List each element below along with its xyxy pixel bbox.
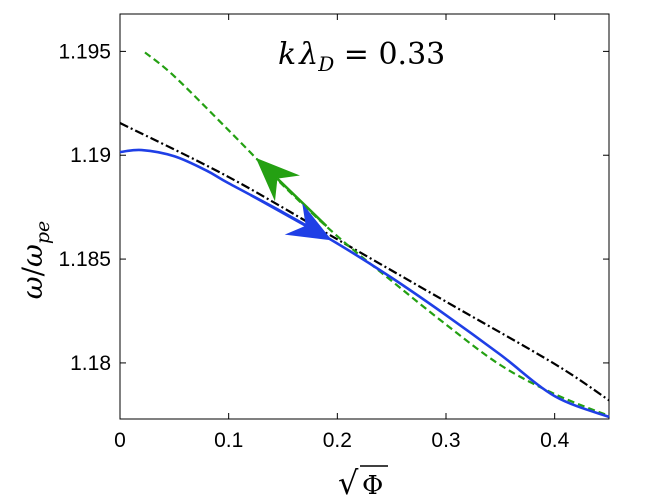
series-line-dashdot <box>119 122 610 402</box>
arrow-shaft <box>249 193 307 227</box>
arrow-head <box>284 203 332 241</box>
annotation-label: k λD = 0.33 <box>278 37 445 76</box>
tick-layer: 0 0.1 0.2 0.3 0.4 1.18 1.185 1.19 1.195 <box>58 14 609 452</box>
x-tick-label: 0.2 <box>323 429 352 452</box>
arrow-layer <box>249 157 332 241</box>
x-tick-label: 0.4 <box>540 429 570 452</box>
arrow-shaft <box>276 177 328 227</box>
arrow-head <box>255 157 300 202</box>
x-tick-label: 0 <box>114 429 126 452</box>
series-line-dashed <box>144 51 610 417</box>
x-tick-label: 0.1 <box>214 429 243 452</box>
x-axis-label: √ Φ <box>338 464 388 502</box>
y-tick-label: 1.195 <box>58 40 111 63</box>
y-axis-label: ω/ωpe <box>16 221 54 300</box>
svg-text:√: √ <box>338 464 359 502</box>
x-tick-label: 0.3 <box>431 429 460 452</box>
y-tick-label: 1.185 <box>58 248 111 271</box>
y-tick-label: 1.18 <box>70 352 111 375</box>
svg-text:Φ: Φ <box>362 471 383 501</box>
y-tick-label: 1.19 <box>70 144 111 167</box>
plot-frame <box>119 13 610 420</box>
